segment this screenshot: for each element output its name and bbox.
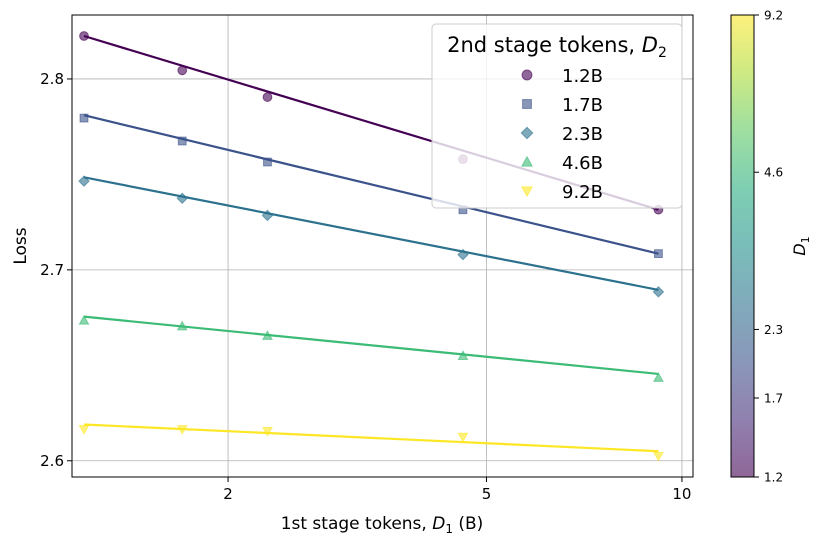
legend-box (431, 23, 683, 209)
colorbar-tick-label: 9.2 (764, 9, 783, 23)
colorbar-tick-label: 1.2 (764, 471, 783, 485)
y-tick-label: 2.6 (40, 452, 64, 470)
data-point-1.7B (79, 113, 89, 123)
legend-label: 1.2B (562, 66, 603, 87)
plot-frame (71, 14, 694, 478)
legend-marker-9.2B (520, 186, 534, 198)
legend-marker-1.2B (521, 69, 533, 81)
x-tick-label: 10 (672, 485, 691, 503)
colorbar-tick-label: 2.3 (764, 323, 783, 337)
data-point-4.6B (78, 314, 90, 325)
colorbar: 1.2 1.7 2.3 4.6 9.2 D1 (730, 9, 812, 485)
data-point-2.3B (652, 286, 665, 298)
y-axis-label: Loss (11, 227, 31, 264)
colorbar-label: D1 (790, 236, 812, 255)
y-tick-label: 2.8 (40, 70, 64, 88)
data-point-4.6B (457, 350, 469, 360)
legend-label: 2.3B (562, 124, 603, 145)
x-axis-ticks: 2 5 10 (223, 477, 691, 503)
data-point-2.3B (457, 248, 469, 261)
data-point-4.6B (262, 330, 273, 340)
fit-line-4.6B (83, 315, 659, 376)
data-point-9.2B (176, 425, 188, 435)
data-point-1.2B (177, 65, 188, 76)
data-point-4.6B (176, 320, 188, 331)
legend-marker-4.6B (520, 155, 534, 167)
legend-marker-1.7B (522, 99, 532, 109)
data-point-9.2B (652, 451, 664, 462)
data-point-4.6B (652, 372, 664, 382)
legend-label: 1.7B (562, 95, 603, 116)
data-point-1.7B (177, 136, 187, 146)
colorbar-tick-label: 1.7 (764, 391, 783, 405)
data-point-9.2B (262, 427, 273, 437)
legend-label: 9.2B (562, 182, 603, 203)
colorbar-gradient (731, 15, 754, 477)
legend-marker-2.3B (520, 126, 534, 140)
fit-line-9.2B (83, 423, 659, 453)
legend-label: 4.6B (562, 153, 603, 174)
data-point-9.2B (457, 432, 469, 443)
legend: 2nd stage tokens, D2 1.2B 1.7B 2.3B 4.6B 9.2… (431, 23, 683, 209)
y-tick-label: 2.7 (40, 261, 64, 279)
data-point-1.7B (263, 157, 272, 167)
y-axis-ticks: 2.6 2.7 2.8 (40, 70, 72, 470)
data-point-2.3B (176, 192, 188, 205)
colorbar-frame (730, 14, 755, 478)
x-axis-label: 1st stage tokens, D1 (B) (281, 514, 484, 536)
data-point-9.2B (78, 425, 90, 435)
data-point-2.3B (261, 209, 274, 222)
data-point-2.3B (78, 175, 90, 187)
data-point-1.2B (79, 31, 89, 41)
x-tick-label: 5 (482, 485, 492, 503)
x-tick-label: 2 (223, 485, 233, 503)
data-point-1.7B (654, 249, 663, 259)
data-point-1.2B (262, 92, 273, 102)
colorbar-tick-label: 4.6 (764, 166, 783, 180)
legend-title: 2nd stage tokens, D2 (447, 33, 667, 61)
